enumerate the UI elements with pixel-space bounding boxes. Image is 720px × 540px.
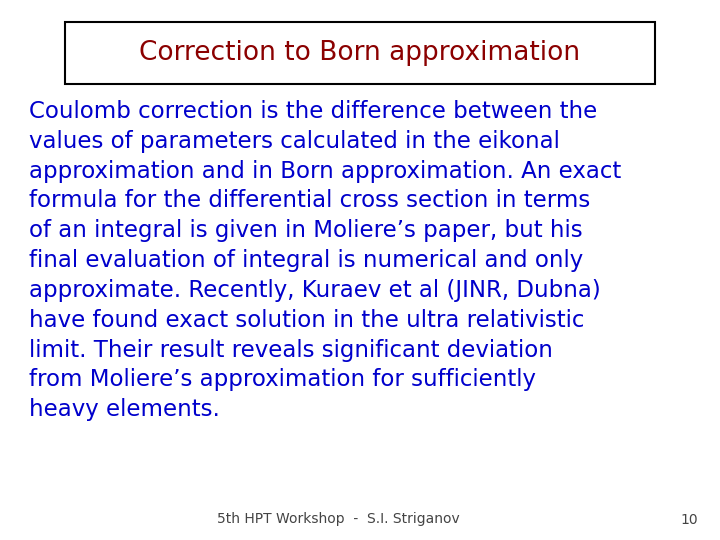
Text: 10: 10 [681,512,698,526]
Text: Correction to Born approximation: Correction to Born approximation [140,39,580,66]
Text: Coulomb correction is the difference between the
values of parameters calculated: Coulomb correction is the difference bet… [29,100,621,421]
Text: 5th HPT Workshop  -  S.I. Striganov: 5th HPT Workshop - S.I. Striganov [217,512,460,526]
Bar [65,22,655,84]
